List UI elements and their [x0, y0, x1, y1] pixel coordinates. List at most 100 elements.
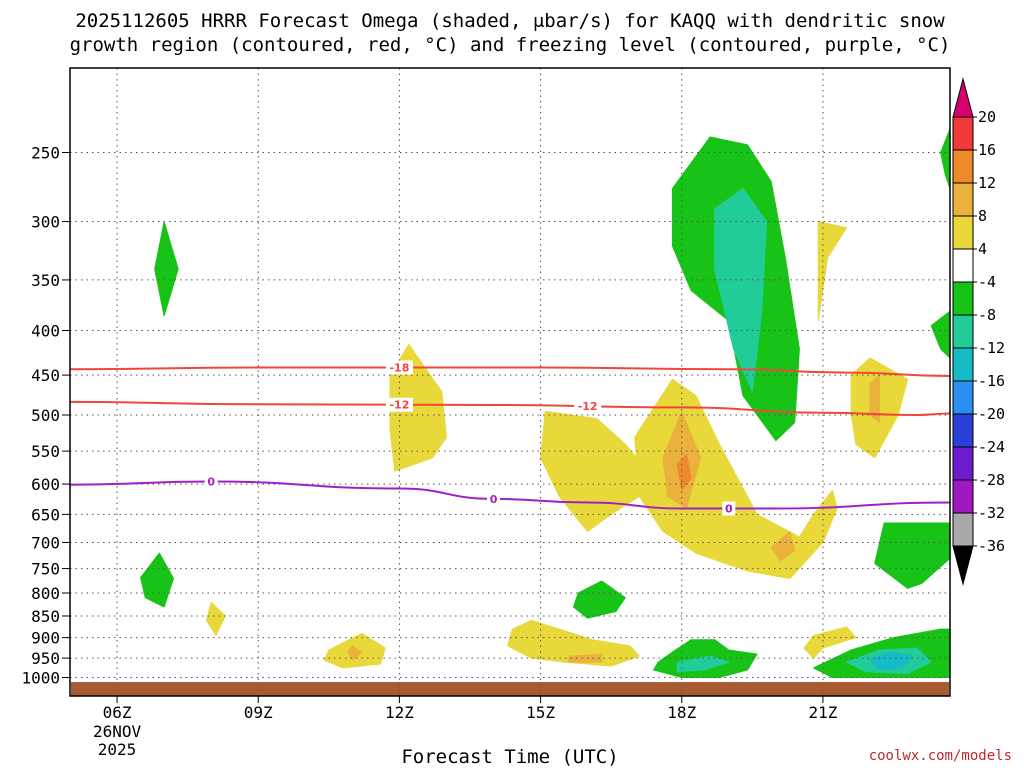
colorbar-label: 4 — [978, 240, 987, 258]
omega-colorbar: 20 16 12 8 4 -4 -8 -12 -16 -20 -24 -28 -32 -36 — [952, 77, 1005, 586]
omega-region-18 — [869, 374, 880, 423]
colorbar-segment — [952, 479, 974, 514]
contour-label: 0 — [207, 476, 215, 489]
colorbar-label: -36 — [978, 537, 1005, 555]
colorbar-label: -32 — [978, 504, 1005, 522]
colorbar-label: 20 — [978, 108, 996, 126]
colorbar-segment — [952, 446, 974, 481]
contour-line-1 — [70, 400, 950, 417]
y-tick-label: 900 — [31, 629, 60, 648]
omega-region-2 — [206, 601, 226, 636]
colorbar-segment — [952, 215, 974, 250]
ground-surface — [71, 682, 949, 696]
contour-label-bg — [385, 397, 413, 412]
colorbar-label: -28 — [978, 471, 1005, 489]
omega-region-13 — [770, 531, 796, 562]
colorbar-segment — [952, 116, 974, 151]
x-tick-date: 26NOV — [93, 722, 142, 741]
colorbar-segment — [952, 512, 974, 547]
contour-labels: -18 -12 -12 0 0 0 — [204, 360, 736, 516]
colorbar-label: -24 — [978, 438, 1005, 456]
colorbar-bottom-arrow — [952, 545, 974, 586]
omega-region-0 — [154, 221, 179, 317]
colorbar-segment — [952, 314, 974, 349]
y-tick-label: 850 — [31, 607, 60, 626]
colorbar-segment — [952, 413, 974, 448]
colorbar-label: 12 — [978, 174, 996, 192]
contour-label-bg — [722, 501, 736, 516]
colorbar-segment — [952, 149, 974, 184]
y-tick-label: 650 — [31, 505, 60, 524]
colorbar-label: -4 — [978, 273, 996, 291]
omega-region-1 — [140, 552, 174, 608]
chart-title-line-1: 2025112605 HRRR Forecast Omega (shaded, … — [75, 10, 945, 32]
colorbar-top-arrow — [952, 77, 974, 118]
x-tick-label: 06Z — [103, 703, 132, 722]
contour-label-bg — [487, 491, 501, 506]
contour-label: 0 — [725, 503, 733, 516]
x-tick-label: 18Z — [667, 703, 696, 722]
y-tick-label: 600 — [31, 475, 60, 494]
contour-line-2 — [70, 480, 950, 510]
contour-label-bg — [385, 360, 413, 375]
omega-region-21 — [940, 128, 950, 190]
colorbar-label: 8 — [978, 207, 987, 225]
contour-label: -18 — [389, 361, 409, 374]
y-tick-label: 550 — [31, 442, 60, 461]
omega-region-9 — [568, 653, 603, 663]
colorbar-segment — [952, 281, 974, 316]
omega-region-22 — [930, 310, 950, 359]
colorbar-label: -12 — [978, 339, 1005, 357]
contour-label-bg — [574, 399, 602, 414]
y-tick-label: 350 — [31, 271, 60, 290]
colorbar-segment — [952, 182, 974, 217]
contour-lines — [70, 366, 950, 510]
x-tick-label: 09Z — [244, 703, 273, 722]
colorbar-label: -16 — [978, 372, 1005, 390]
omega-region-16 — [817, 221, 847, 322]
y-tick-label: 950 — [31, 649, 60, 668]
grid-lines — [70, 68, 950, 696]
colorbar-label: -8 — [978, 306, 996, 324]
y-tick-label: 300 — [31, 213, 60, 232]
colorbar-label: 16 — [978, 141, 996, 159]
contour-label: -12 — [578, 400, 598, 413]
contour-label: -12 — [389, 399, 409, 412]
y-tick-label: 450 — [31, 366, 60, 385]
y-tick-label: 750 — [31, 560, 60, 579]
y-tick-label: 500 — [31, 406, 60, 425]
omega-region-15 — [714, 188, 767, 393]
credit-text: coolwx.com/models — [869, 748, 1012, 764]
y-axis-ticks: 250 300 350 400 450 500 550 600 650 700 750 800 850 9… — [21, 144, 70, 688]
contour-line-0 — [70, 366, 950, 377]
omega-region-7 — [573, 580, 626, 619]
omega-region-12 — [676, 454, 692, 491]
y-tick-label: 250 — [31, 144, 60, 163]
omega-region-24 — [676, 655, 730, 673]
contour-label: 0 — [490, 493, 498, 506]
plot-frame — [69, 67, 951, 697]
x-tick-label: 12Z — [385, 703, 414, 722]
omega-region-8 — [507, 619, 640, 667]
omega-region-5 — [389, 343, 447, 472]
colorbar-segment — [952, 347, 974, 382]
omega-region-27 — [869, 651, 913, 671]
x-tick-label: 21Z — [808, 703, 837, 722]
x-tick-year: 2025 — [98, 740, 137, 759]
y-tick-label: 1000 — [21, 669, 60, 688]
omega-region-20 — [874, 522, 950, 589]
chart-title-line-2: growth region (contoured, red, °C) and f… — [70, 34, 951, 56]
x-tick-label: 15Z — [526, 703, 555, 722]
omega-region-4 — [347, 645, 363, 661]
omega-region-19 — [803, 626, 857, 659]
colorbar-label: -20 — [978, 405, 1005, 423]
colorbar-segment — [952, 380, 974, 415]
omega-shaded-regions — [140, 128, 950, 678]
y-tick-label: 700 — [31, 533, 60, 552]
y-tick-label: 400 — [31, 322, 60, 341]
contour-label-bg — [204, 474, 218, 489]
x-axis-label: Forecast Time (UTC) — [401, 746, 618, 768]
colorbar-segment — [952, 248, 974, 283]
